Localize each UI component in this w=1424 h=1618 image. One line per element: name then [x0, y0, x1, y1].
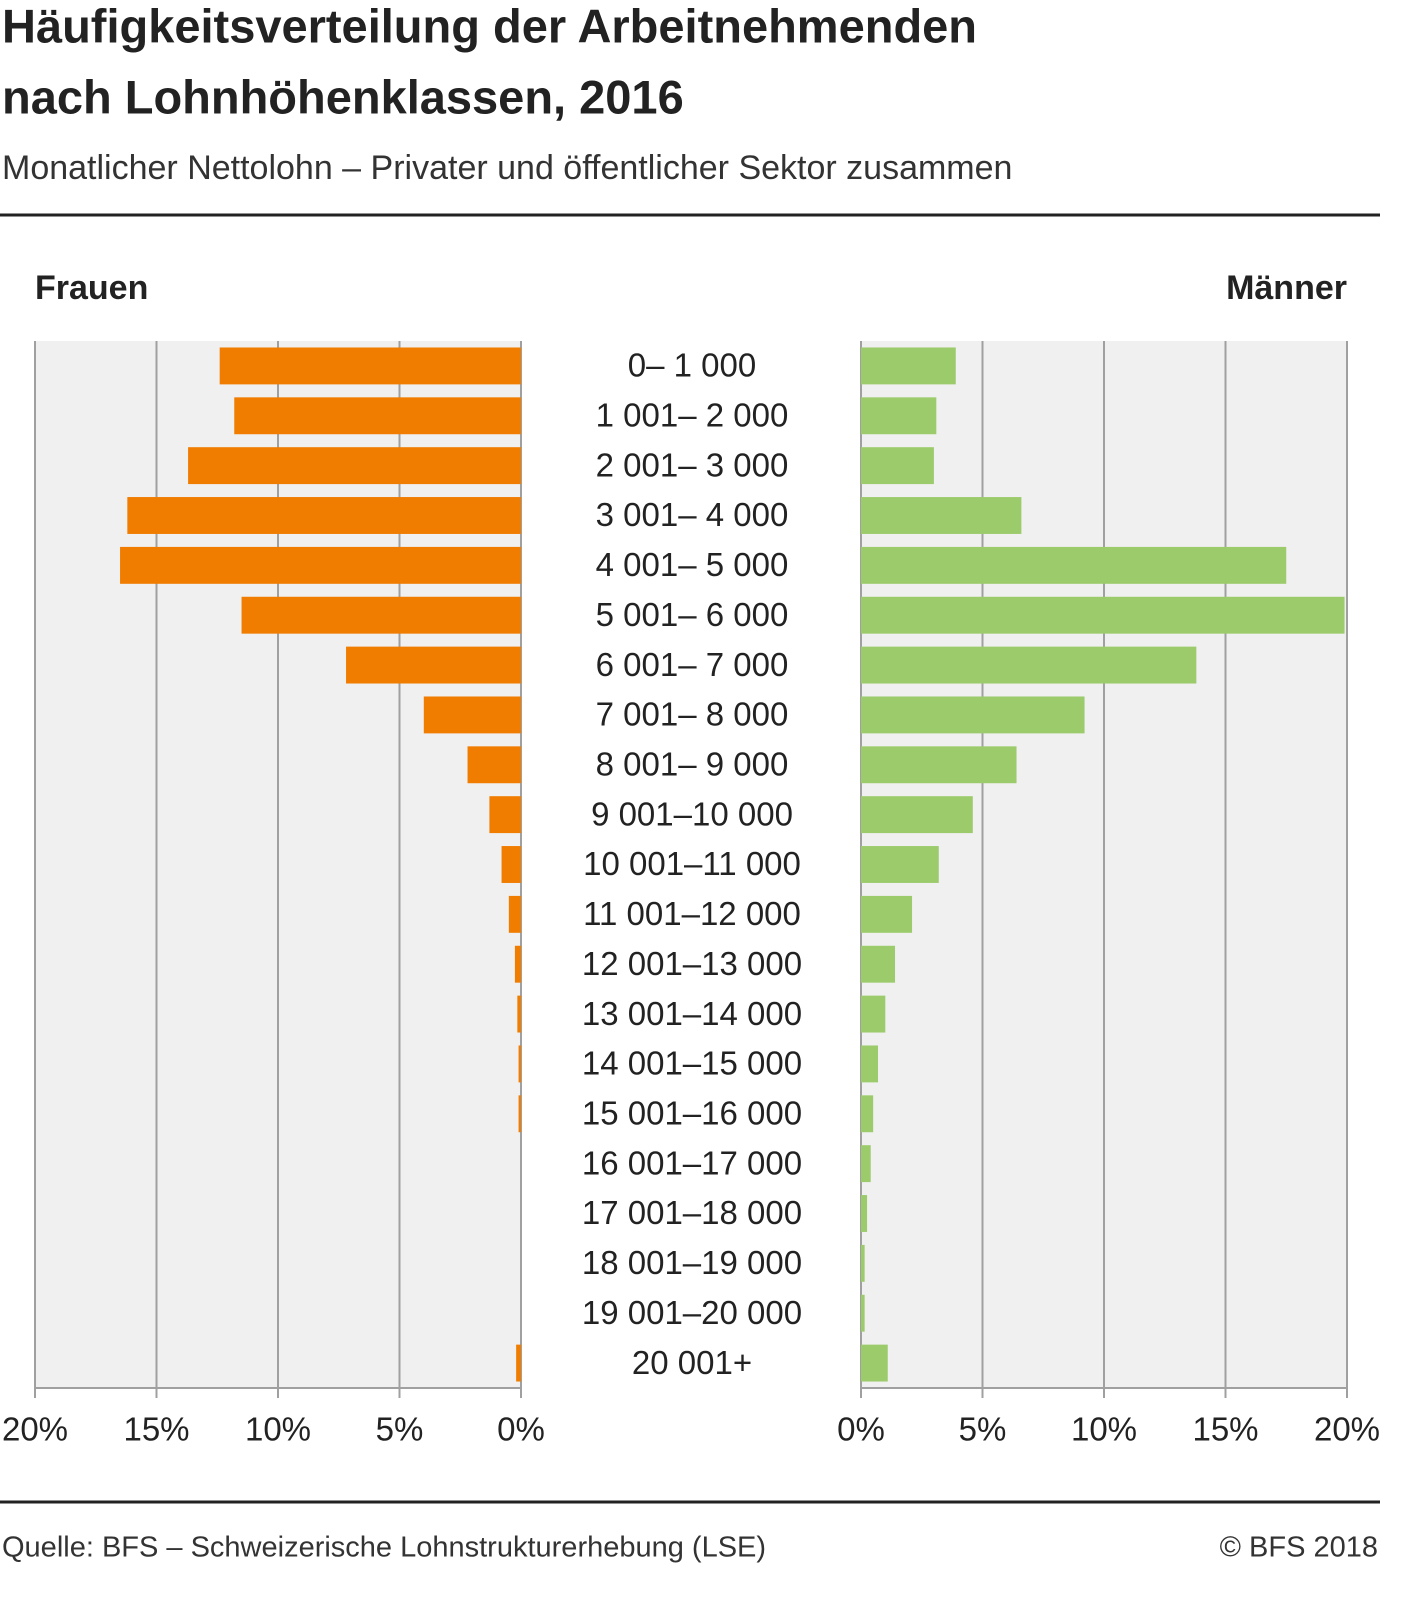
- series-name: Männer: [1226, 269, 1347, 307]
- bar: [861, 895, 913, 933]
- bar: [234, 397, 521, 435]
- category-label: 18 001–19 000: [582, 1244, 802, 1281]
- bar: [861, 696, 1085, 734]
- bar: [219, 347, 521, 385]
- bar: [861, 596, 1345, 634]
- category-label: 6 001– 7 000: [596, 646, 789, 683]
- category-label: 10 001–11 000: [583, 845, 801, 882]
- x-tick-label: 5%: [959, 1411, 1007, 1448]
- x-tick-label: 0%: [497, 1411, 545, 1448]
- chart-title-line: Häufigkeitsverteilung der Arbeitnehmende…: [2, 0, 977, 52]
- bar: [861, 796, 973, 834]
- bar: [861, 1244, 865, 1282]
- bar: [861, 646, 1197, 684]
- copyright: © BFS 2018: [1220, 1532, 1378, 1564]
- bar: [861, 1095, 874, 1133]
- bar: [423, 696, 521, 734]
- category-label: 16 001–17 000: [582, 1144, 802, 1181]
- bar: [861, 945, 896, 983]
- chart-title-line: nach Lohnhöhenklassen, 2016: [2, 70, 684, 123]
- x-tick-label: 0%: [837, 1411, 885, 1448]
- bar: [489, 796, 521, 834]
- bar: [127, 497, 521, 534]
- category-label: 14 001–15 000: [582, 1045, 802, 1082]
- bar: [861, 1195, 868, 1232]
- category-label: 9 001–10 000: [591, 795, 793, 832]
- bar: [861, 995, 886, 1033]
- category-label: 0– 1 000: [628, 347, 756, 384]
- bar: [516, 1344, 521, 1382]
- bar: [861, 1145, 871, 1183]
- category-label: 8 001– 9 000: [596, 746, 789, 783]
- bar: [518, 1045, 521, 1083]
- bar: [861, 347, 956, 385]
- category-label: 5 001– 6 000: [596, 596, 789, 633]
- bar: [514, 945, 521, 983]
- bar: [517, 995, 521, 1033]
- x-tick-label: 15%: [123, 1411, 189, 1448]
- series-name: Frauen: [35, 269, 148, 307]
- bar: [508, 895, 521, 933]
- bar: [861, 497, 1022, 534]
- category-label: 20 001+: [632, 1344, 752, 1381]
- bar: [861, 397, 937, 435]
- bar: [346, 646, 521, 684]
- bar: [861, 846, 939, 883]
- bar: [861, 546, 1287, 584]
- bar: [861, 1344, 888, 1382]
- bar: [241, 596, 522, 634]
- x-tick-label: 20%: [2, 1411, 68, 1448]
- source: Quelle: BFS – Schweizerische Lohnstruktu…: [2, 1532, 766, 1564]
- category-label: 3 001– 4 000: [596, 496, 789, 533]
- x-tick-label: 20%: [1314, 1411, 1380, 1448]
- category-label: 4 001– 5 000: [596, 546, 789, 583]
- category-label: 2 001– 3 000: [596, 446, 789, 483]
- chart-subtitle: Monatlicher Nettolohn – Privater und öff…: [2, 149, 1012, 187]
- bar: [467, 746, 521, 784]
- bar: [861, 746, 1017, 784]
- category-label: 17 001–18 000: [582, 1194, 802, 1231]
- bar: [861, 447, 934, 485]
- bar: [518, 1095, 521, 1133]
- x-tick-label: 10%: [245, 1411, 311, 1448]
- x-tick-label: 5%: [376, 1411, 424, 1448]
- category-label: 12 001–13 000: [582, 945, 802, 982]
- bar: [861, 1294, 865, 1332]
- bar: [501, 846, 521, 883]
- category-label: 15 001–16 000: [582, 1095, 802, 1132]
- bar: [861, 1045, 879, 1083]
- x-tick-label: 15%: [1192, 1411, 1258, 1448]
- x-tick-label: 10%: [1071, 1411, 1137, 1448]
- category-label: 19 001–20 000: [582, 1294, 802, 1331]
- bar: [120, 546, 522, 584]
- category-label: 11 001–12 000: [583, 895, 801, 932]
- category-label: 13 001–14 000: [582, 995, 802, 1032]
- category-label: 7 001– 8 000: [596, 696, 789, 733]
- bar: [188, 447, 521, 485]
- category-label: 1 001– 2 000: [596, 397, 789, 434]
